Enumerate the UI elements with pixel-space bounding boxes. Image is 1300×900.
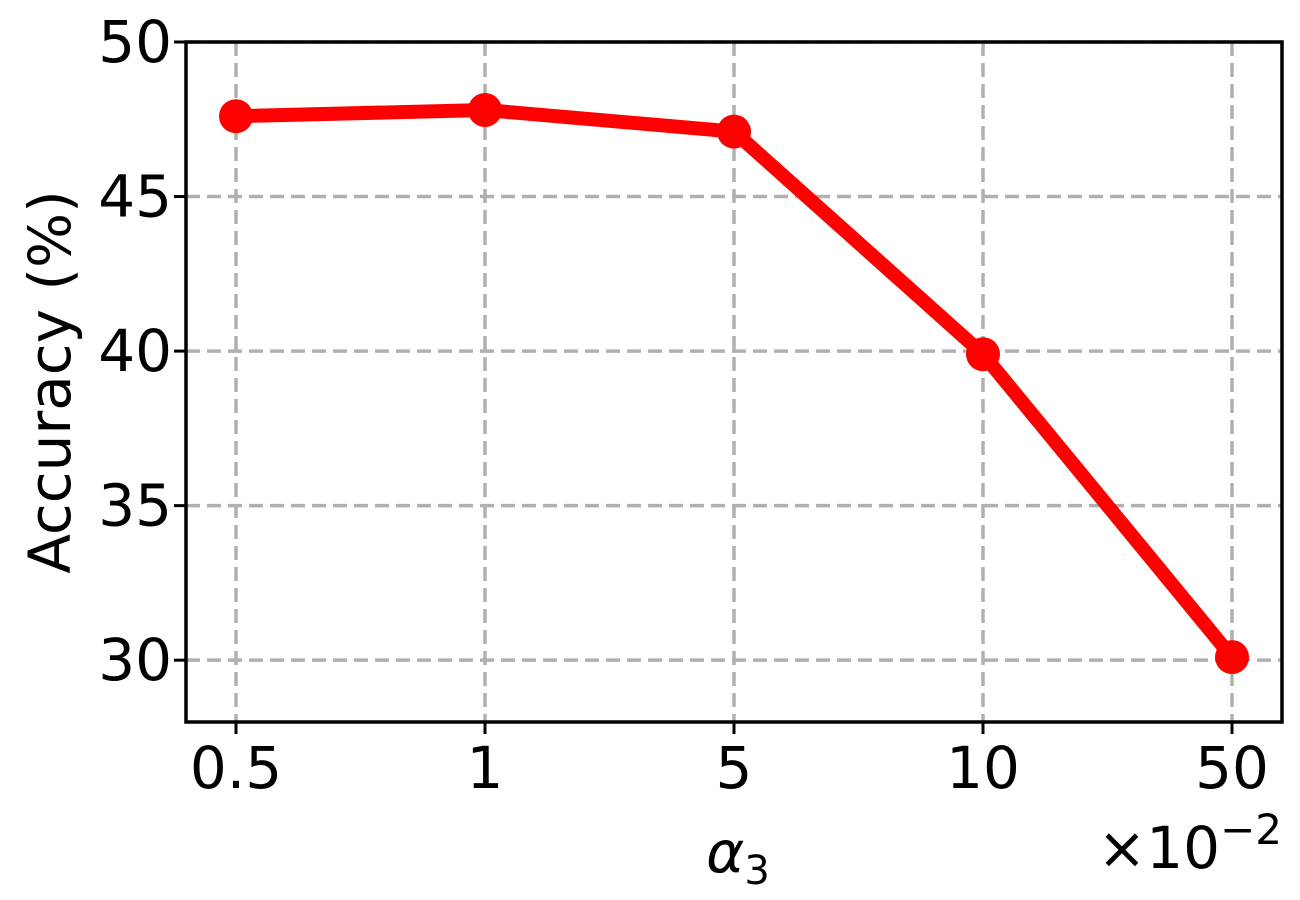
data-point-0 (219, 99, 253, 134)
x-axis-label-subscript: 3 (744, 848, 769, 894)
data-point-3 (966, 337, 1000, 372)
x-tick-label: 50 (1195, 734, 1269, 802)
x-axis-multiplier: ×10−2 (1098, 805, 1282, 882)
x-tick-label: 5 (716, 734, 753, 802)
x-multiplier-exponent: −2 (1220, 805, 1282, 854)
x-axis-label-base: α (706, 818, 744, 886)
y-tick-label: 30 (98, 626, 172, 694)
x-tick-label: 0.5 (190, 734, 282, 802)
data-point-2 (717, 114, 751, 149)
y-axis-label: Accuracy (%) (16, 190, 84, 574)
y-axis-ticks: 30 35 40 45 50 (98, 8, 186, 694)
y-tick-label: 45 (98, 163, 172, 231)
x-multiplier-base: ×10 (1098, 814, 1220, 882)
y-tick-label: 40 (98, 317, 172, 385)
data-point-4 (1215, 640, 1249, 675)
x-tick-label: 1 (467, 734, 504, 802)
data-point-1 (468, 93, 502, 127)
y-tick-label: 35 (98, 472, 172, 540)
x-tick-label: 10 (946, 734, 1020, 802)
data-points (219, 93, 1249, 675)
y-tick-label: 50 (98, 8, 172, 76)
x-axis-label: α3 (706, 818, 770, 894)
series-layer (219, 93, 1249, 675)
x-axis-ticks: 0.5 1 5 10 50 (190, 722, 1269, 802)
vertical-gridlines (234, 42, 1234, 722)
